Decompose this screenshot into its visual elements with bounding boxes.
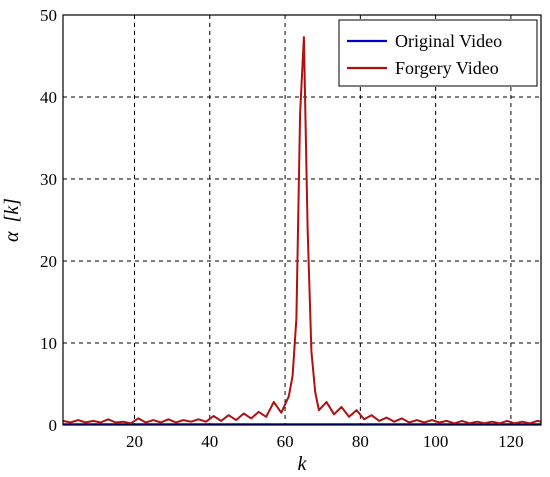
x-tick-label: 60 <box>277 432 294 451</box>
y-tick-label: 20 <box>40 252 57 271</box>
legend-label: Forgery Video <box>395 58 499 78</box>
series-line-forgery <box>62 36 542 425</box>
plot-frame <box>62 14 542 426</box>
axis-labels: k α [k] <box>1 198 308 475</box>
ticks: 20 40 60 80 100 120 0 10 20 30 40 50 <box>40 6 524 451</box>
x-axis-label: k <box>298 453 308 475</box>
legend: Original Video Forgery Video <box>338 19 538 87</box>
y-tick-label: 10 <box>40 334 57 353</box>
y-tick-label: 50 <box>40 6 57 25</box>
y-tick-label: 0 <box>49 416 58 435</box>
legend-label: Original Video <box>395 31 502 51</box>
series-lines <box>62 36 542 426</box>
y-axis-label-symbol: α <box>1 231 23 242</box>
x-tick-label: 40 <box>201 432 218 451</box>
x-tick-label: 20 <box>126 432 143 451</box>
y-axis-label: α [k] <box>1 198 23 242</box>
y-tick-label: 40 <box>40 88 57 107</box>
y-axis-label-argument: [k] <box>1 198 23 222</box>
x-tick-label: 120 <box>498 432 524 451</box>
x-tick-label: 80 <box>352 432 369 451</box>
y-tick-label: 30 <box>40 170 57 189</box>
legend-box <box>338 19 538 87</box>
x-tick-label: 100 <box>423 432 449 451</box>
